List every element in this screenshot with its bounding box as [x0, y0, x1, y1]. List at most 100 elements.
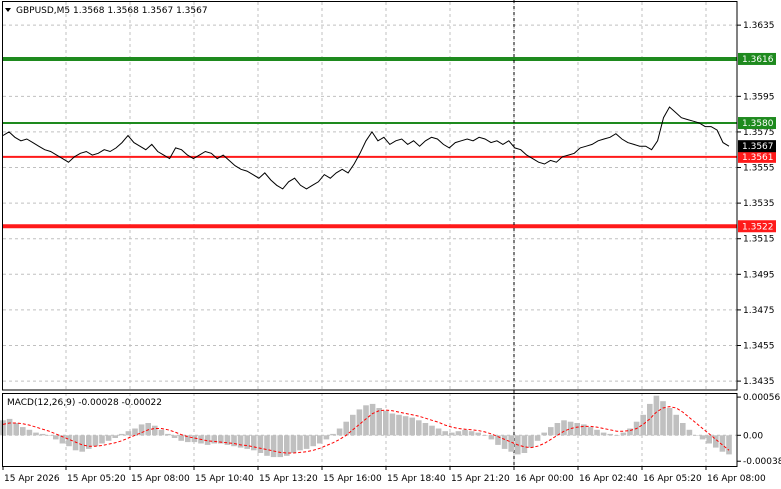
- macd-histogram-bar: [501, 435, 508, 449]
- macd-histogram-bar: [152, 425, 158, 436]
- macd-histogram-bar: [581, 424, 587, 436]
- macd-histogram-bar: [449, 432, 455, 436]
- macd-histogram-bar: [541, 432, 547, 436]
- macd-histogram-bar: [323, 435, 330, 440]
- macd-histogram-bar: [680, 423, 686, 436]
- macd-histogram-bar: [53, 435, 59, 440]
- macd-histogram-bar: [211, 435, 217, 444]
- macd-histogram-bar: [6, 418, 13, 436]
- macd-histogram-bar: [561, 420, 567, 436]
- macd-histogram-bar: [158, 429, 165, 436]
- y-tick-label: 1.3515: [743, 235, 775, 245]
- macd-histogram-bar: [482, 435, 488, 436]
- macd-histogram-bar: [653, 395, 660, 436]
- macd-histogram-bar: [125, 431, 132, 436]
- price-axis[interactable]: 1.3635 1.3595 1.3575 1.3555 1.3535 1.3515 1.34…: [737, 21, 776, 387]
- macd-histogram-bar: [528, 435, 534, 448]
- macd-histogram-bar: [59, 435, 66, 444]
- macd-histogram-bar: [20, 427, 26, 436]
- macd-histogram-bar: [455, 431, 462, 436]
- x-tick-label: 15 Apr 2026: [4, 474, 60, 484]
- grid: [3, 2, 737, 466]
- symbol-header: GBPUSD,M5 1.3568 1.3568 1.3567 1.3567: [16, 6, 208, 16]
- macd-histogram-bar: [521, 435, 528, 453]
- macd-histogram-bar: [99, 435, 105, 444]
- y-tick-label: 1.3535: [743, 199, 775, 209]
- support-level-label-box: [738, 220, 776, 233]
- macd-histogram-bar: [429, 425, 435, 436]
- x-tick-label: 16 Apr 00:00: [515, 474, 574, 484]
- x-tick-label: 16 Apr 08:00: [707, 474, 766, 484]
- macd-histogram-bar: [468, 431, 475, 436]
- x-tick-label: 16 Apr 05:20: [643, 474, 702, 484]
- macd-histogram-bar: [495, 435, 501, 445]
- macd-histogram-bar: [554, 423, 561, 436]
- support-level-label: 1.3561: [742, 153, 774, 163]
- macd-histogram-bar: [726, 435, 732, 455]
- macd-histogram-bar: [435, 428, 442, 436]
- x-tick-label: 15 Apr 21:20: [451, 474, 510, 484]
- resistance-level-label: 1.3616: [742, 55, 774, 65]
- macd-histogram-bar: [138, 424, 145, 436]
- macd-histogram-bar: [66, 435, 72, 447]
- macd-header: MACD(12,26,9) -0.00028 -0.00022: [7, 398, 162, 408]
- macd-histogram-bar: [660, 401, 666, 436]
- x-tick-label: 16 Apr 02:40: [579, 474, 638, 484]
- macd-y-tick-label: 0.00056: [743, 393, 780, 403]
- macd-histogram-bar: [508, 435, 514, 452]
- macd-histogram-bar: [350, 414, 356, 436]
- macd-histogram-bar: [416, 420, 422, 436]
- y-tick-label: 1.3495: [743, 270, 775, 280]
- y-tick-label: 1.3475: [743, 306, 775, 316]
- macd-histogram-bar: [244, 435, 250, 449]
- resistance-level-label: 1.3580: [742, 119, 774, 129]
- macd-histogram-bar: [607, 433, 613, 436]
- time-axis[interactable]: 15 Apr 2026 15 Apr 05:20 15 Apr 08:00 15 Ap…: [2, 466, 766, 484]
- macd-histogram-bar: [666, 408, 673, 436]
- macd-histogram-bar: [422, 423, 429, 436]
- x-tick-label: 15 Apr 08:00: [131, 474, 190, 484]
- macd-histogram-bar: [86, 435, 92, 449]
- macd-histogram-bar: [706, 435, 712, 444]
- macd-y-tick-label: 0.00: [743, 431, 763, 441]
- macd-histogram-bar: [376, 408, 382, 436]
- macd-histogram-bar: [548, 427, 554, 436]
- macd-histogram-bar: [462, 429, 468, 436]
- macd-histogram-bar: [270, 435, 277, 458]
- macd-histogram-bar: [72, 435, 79, 451]
- macd-histogram-bar: [92, 435, 99, 447]
- y-tick-label: 1.3555: [743, 164, 775, 174]
- resistance-level-label-box: [738, 117, 776, 130]
- macd-histogram-bar: [383, 410, 389, 436]
- macd-signal-line: [2, 406, 730, 454]
- dropdown-triangle-icon[interactable]: [5, 8, 11, 12]
- macd-histogram-bar: [614, 435, 620, 436]
- macd-histogram-bar: [713, 435, 719, 448]
- macd-histogram-bar: [251, 435, 257, 451]
- macd-histogram-bar: [33, 432, 39, 436]
- macd-histogram-bar: [132, 428, 138, 436]
- macd-histogram-bar: [389, 413, 396, 436]
- macd-axis[interactable]: 0.00056 0.00 -0.00038: [737, 393, 781, 467]
- macd-histogram-bar: [640, 414, 646, 436]
- macd-pane-border: [2, 393, 738, 467]
- macd-histogram-bar: [204, 435, 211, 445]
- support-level-label: 1.3522: [742, 222, 774, 232]
- y-tick-label: 1.3435: [743, 377, 775, 387]
- macd-histogram-bar: [112, 435, 118, 438]
- macd-y-tick-label: -0.00038: [743, 457, 781, 467]
- x-tick-label: 15 Apr 18:40: [387, 474, 446, 484]
- macd-histogram-bar: [224, 435, 231, 445]
- macd-histogram-bar: [277, 435, 283, 458]
- macd-histogram-bar: [475, 432, 481, 436]
- macd-histogram-bar: [693, 435, 699, 436]
- macd-histogram-bar: [396, 414, 402, 436]
- macd-histogram-bar: [297, 435, 303, 451]
- macd-histogram-bar: [534, 435, 541, 441]
- macd-histogram-bar: [178, 435, 184, 441]
- macd-histogram-bar: [567, 421, 574, 436]
- macd-histogram-bar: [257, 435, 264, 453]
- macd-histogram-bar: [303, 435, 310, 449]
